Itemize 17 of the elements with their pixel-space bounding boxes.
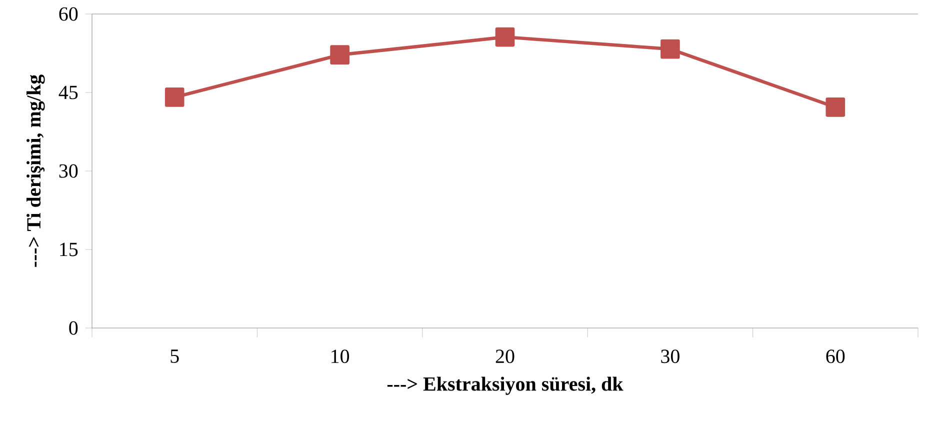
y-tick-label: 30 [59,164,78,178]
y-tick-label: 15 [60,242,78,256]
y-tick-label: 60 [59,7,78,21]
y-tick-label: 0 [69,321,78,335]
x-tick-label: 30 [661,350,680,364]
point [164,88,184,107]
point [330,45,350,64]
point [826,97,846,117]
x-axis-title: ---> Ekstraksiyon süresi, dk [387,376,624,395]
x-tick-label: 60 [826,350,845,364]
point [660,39,680,59]
x-tick-label: 20 [496,350,514,364]
point [495,27,515,47]
x-tick-label: 10 [332,350,350,364]
y-tick-label: 45 [58,86,78,100]
x-tick-label: 5 [170,350,179,363]
y-axis-title: ---> Ti derişimi, mg/kg [26,74,45,267]
